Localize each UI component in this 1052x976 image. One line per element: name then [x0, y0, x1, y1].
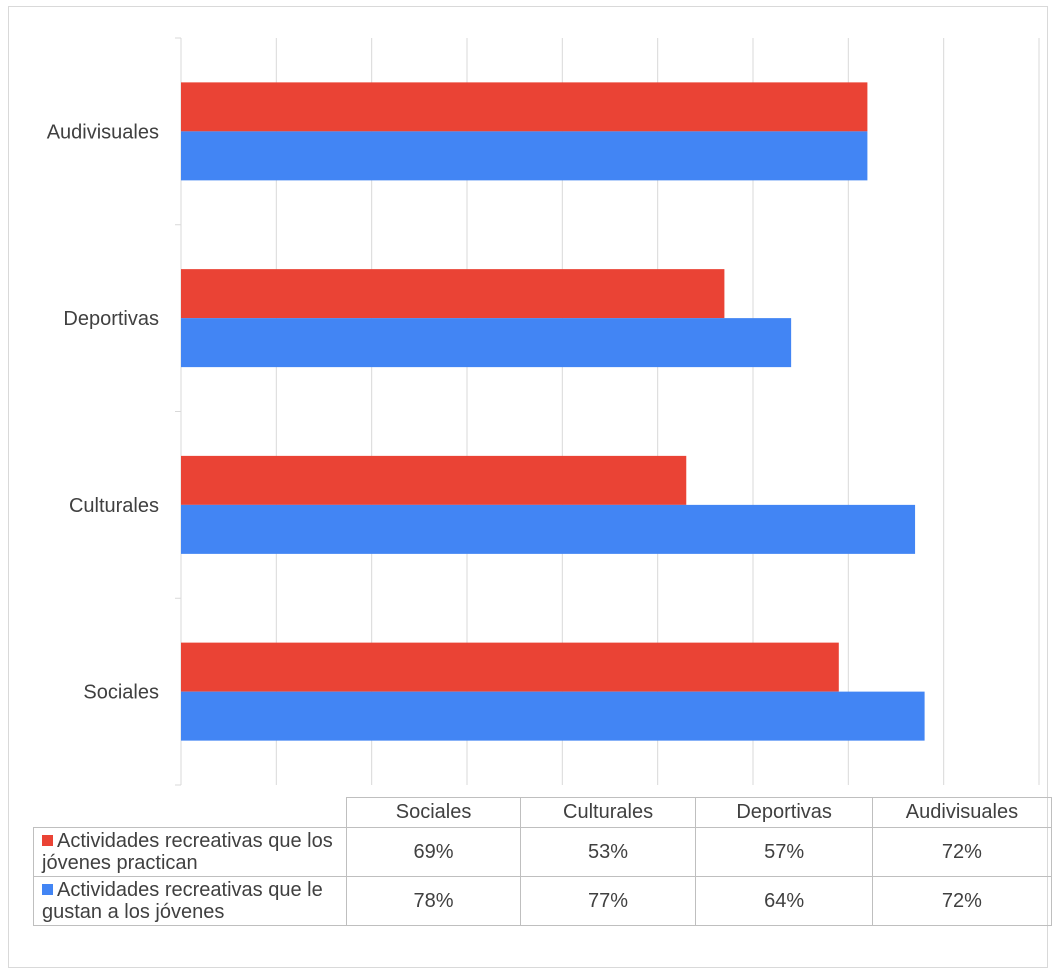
bar-practican-culturales [181, 455, 687, 505]
bar-practican-sociales [181, 642, 839, 692]
table-corner [33, 797, 348, 828]
bar-gustan-audivisuales [181, 131, 868, 181]
table-header-deportivas: Deportivas [695, 797, 873, 828]
legend-swatch-blue [42, 884, 53, 895]
bar-gustan-deportivas [181, 318, 792, 368]
bar-gustan-culturales [181, 504, 916, 554]
table-header-culturales: Culturales [519, 797, 697, 828]
table-cell-practican-sociales: 69% [346, 827, 521, 877]
table-cell-gustan-deportivas: 64% [695, 876, 873, 926]
table-cell-gustan-audivisuales: 72% [871, 876, 1052, 926]
legend-entry-practican: Actividades recreativas que los jóvenes … [32, 827, 348, 877]
legend-swatch-red [42, 835, 53, 846]
table-cell-practican-culturales: 53% [519, 827, 697, 877]
category-label-culturales: Culturales [69, 495, 159, 517]
bar-practican-deportivas [181, 269, 725, 319]
category-label-sociales: Sociales [83, 682, 159, 704]
category-label-deportivas: Deportivas [63, 308, 159, 330]
data-table: Sociales Culturales Deportivas Audivisua… [32, 797, 1052, 926]
table-cell-gustan-sociales: 78% [346, 876, 521, 926]
table-row-gustan: Actividades recreativas que le gustan a … [32, 876, 1052, 926]
bar-gustan-sociales [181, 691, 925, 741]
table-header-sociales: Sociales [346, 797, 521, 828]
legend-label-gustan: Actividades recreativas que le gustan a … [42, 879, 323, 923]
table-row-practican: Actividades recreativas que los jóvenes … [32, 827, 1052, 877]
bar-practican-audivisuales [181, 82, 868, 132]
table-cell-gustan-culturales: 77% [519, 876, 697, 926]
table-cell-practican-deportivas: 57% [695, 827, 873, 877]
category-label-audivisuales: Audivisuales [47, 121, 159, 143]
table-header-row: Sociales Culturales Deportivas Audivisua… [33, 797, 1052, 828]
table-header-audivisuales: Audivisuales [871, 797, 1052, 828]
legend-entry-gustan: Actividades recreativas que le gustan a … [32, 876, 348, 926]
table-cell-practican-audivisuales: 72% [871, 827, 1052, 877]
legend-label-practican: Actividades recreativas que los jóvenes … [42, 830, 333, 874]
